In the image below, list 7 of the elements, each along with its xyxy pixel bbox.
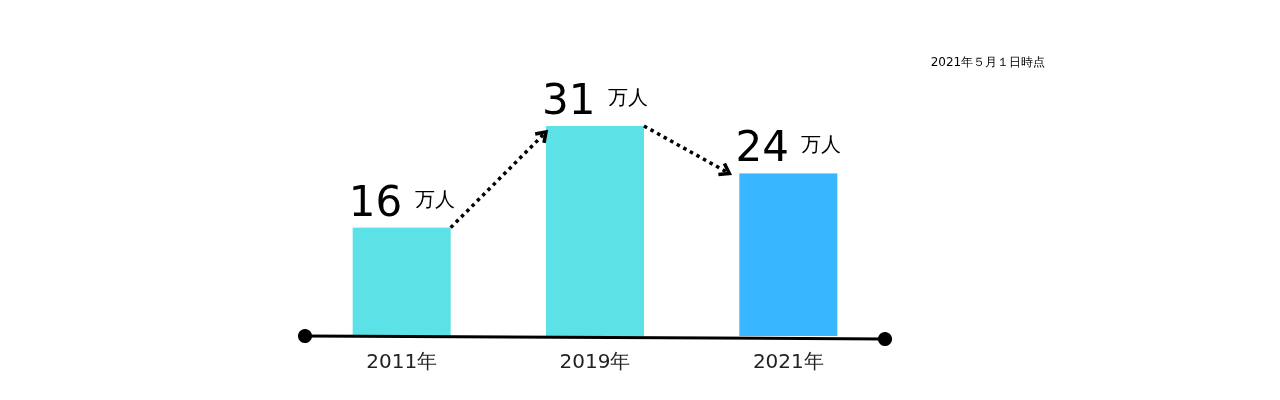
x-tick-label: 2019年 bbox=[559, 349, 631, 373]
data-label: 24 万人 bbox=[735, 122, 842, 172]
x-tick-label: 2021年 bbox=[752, 349, 824, 373]
data-label: 31 万人 bbox=[542, 75, 648, 124]
data-label: 16 万人 bbox=[348, 176, 455, 226]
x-tick-label: 2011年 bbox=[366, 349, 438, 373]
text: 2021年５月１日時点 bbox=[930, 55, 1046, 69]
